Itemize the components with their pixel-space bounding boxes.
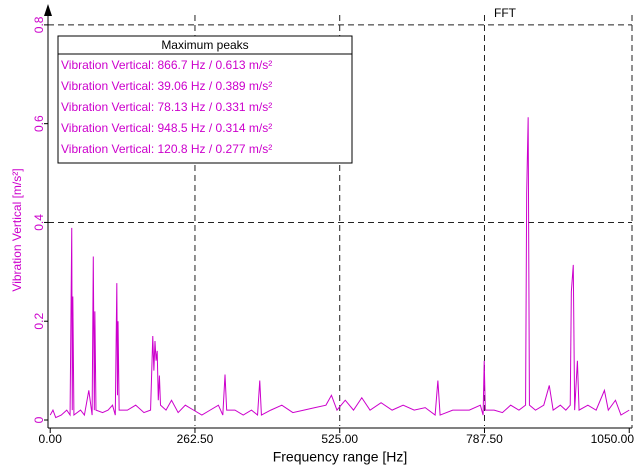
x-tick-label: 787.50 [466,432,503,446]
legend-entry: Vibration Vertical: 78.13 Hz / 0.331 m/s… [61,100,272,114]
legend-entry: Vibration Vertical: 120.8 Hz / 0.277 m/s… [61,142,272,156]
legend-title: Maximum peaks [161,38,248,52]
x-axis-label: Frequency range [Hz] [273,449,408,465]
legend-box [57,35,353,164]
x-tick-label: 1050.00 [591,432,635,446]
y-axis-arrow [44,4,52,16]
y-axis-label: Vibration Vertical [m/s²] [10,168,24,291]
y-tick-label: 0.6 [32,115,46,132]
x-tick-label: 0.00 [39,432,63,446]
legend-entry: Vibration Vertical: 948.5 Hz / 0.314 m/s… [61,121,272,135]
y-tick-label: 0.2 [32,313,46,330]
spectrum-line [49,117,630,419]
y-tick-label: 0.4 [32,214,46,231]
x-tick-label: 262.50 [177,432,214,446]
legend-entry: Vibration Vertical: 866.7 Hz / 0.613 m/s… [61,58,272,72]
y-tick-label: 0.8 [32,16,46,33]
chart-title: FFT [494,6,517,20]
y-tick-label: 0 [32,416,46,423]
legend-header [57,35,353,55]
x-tick-label: 525.00 [321,432,358,446]
legend-entry: Vibration Vertical: 39.06 Hz / 0.389 m/s… [61,79,272,93]
